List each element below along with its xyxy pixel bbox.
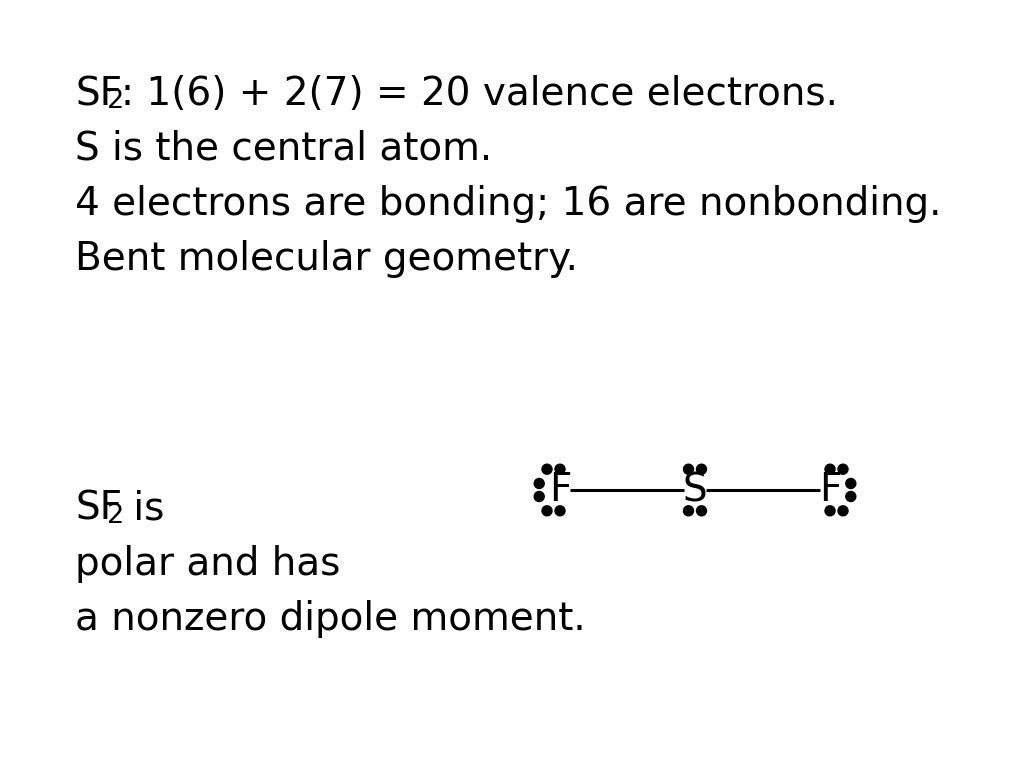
Circle shape [683,506,693,516]
Text: Bent molecular geometry.: Bent molecular geometry. [75,240,578,278]
Text: S is the central atom.: S is the central atom. [75,130,493,168]
Circle shape [838,464,848,474]
Circle shape [535,492,544,502]
Text: 2: 2 [106,88,124,114]
Circle shape [696,506,707,516]
Text: F: F [819,471,842,509]
Circle shape [535,478,544,488]
Circle shape [555,506,565,516]
Circle shape [542,506,552,516]
Text: : 1(6) + 2(7) = 20 valence electrons.: : 1(6) + 2(7) = 20 valence electrons. [121,75,838,113]
Text: SF: SF [75,490,122,528]
Circle shape [825,464,835,474]
Text: polar and has: polar and has [75,545,340,583]
Text: a nonzero dipole moment.: a nonzero dipole moment. [75,600,586,638]
Text: SF: SF [75,75,122,113]
Circle shape [846,478,856,488]
Text: S: S [683,471,708,509]
Circle shape [683,464,693,474]
Circle shape [542,464,552,474]
Text: 2: 2 [106,502,124,528]
Circle shape [825,506,835,516]
Circle shape [838,506,848,516]
Text: 4 electrons are bonding; 16 are nonbonding.: 4 electrons are bonding; 16 are nonbondi… [75,185,941,223]
Circle shape [696,464,707,474]
Text: is: is [121,490,164,528]
Text: F: F [549,471,571,509]
Circle shape [846,492,856,502]
Circle shape [555,464,565,474]
